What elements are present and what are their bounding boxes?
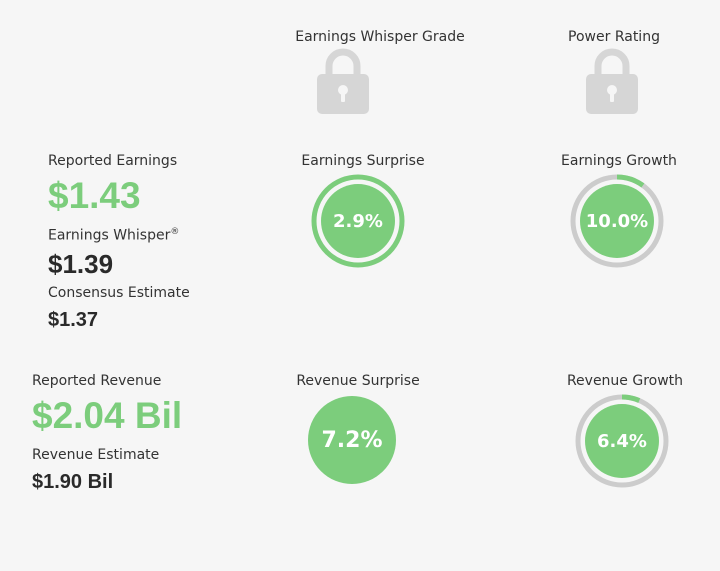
reported-revenue-label: Reported Revenue	[32, 373, 162, 389]
earnings-surprise-gauge: 2.9%	[311, 174, 405, 268]
earnings-whisper-label: Earnings Whisper®	[48, 227, 180, 244]
revenue-surprise-value: 7.2%	[321, 427, 383, 453]
consensus-estimate-label: Consensus Estimate	[48, 285, 190, 301]
reported-revenue-value: $2.04 Bil	[32, 395, 183, 436]
earnings-growth-value: 10.0%	[585, 210, 649, 232]
consensus-estimate-value: $1.37	[48, 309, 99, 331]
whisper-grade-label: Earnings Whisper Grade	[295, 29, 465, 45]
reported-earnings-label: Reported Earnings	[48, 153, 178, 169]
registered-mark: ®	[170, 227, 180, 237]
revenue-growth-label: Revenue Growth	[566, 373, 684, 389]
revenue-surprise-label: Revenue Surprise	[296, 373, 420, 389]
lock-icon	[317, 48, 369, 114]
revenue-growth-value: 6.4%	[597, 430, 647, 452]
reported-earnings-value: $1.43	[48, 175, 141, 216]
earnings-whisper-value: $1.39	[48, 249, 114, 279]
revenue-estimate-label: Revenue Estimate	[32, 447, 160, 463]
lock-icon	[586, 48, 638, 114]
earnings-surprise-value: 2.9%	[333, 210, 383, 232]
revenue-growth-gauge: 6.4%	[575, 394, 669, 488]
earnings-growth-label: Earnings Growth	[561, 153, 677, 169]
earnings-surprise-label: Earnings Surprise	[301, 153, 425, 169]
power-rating-label: Power Rating	[568, 29, 660, 45]
revenue-estimate-value: $1.90 Bil	[32, 471, 114, 493]
revenue-surprise-gauge: 7.2%	[308, 396, 396, 484]
earnings-growth-gauge: 10.0%	[570, 174, 664, 268]
